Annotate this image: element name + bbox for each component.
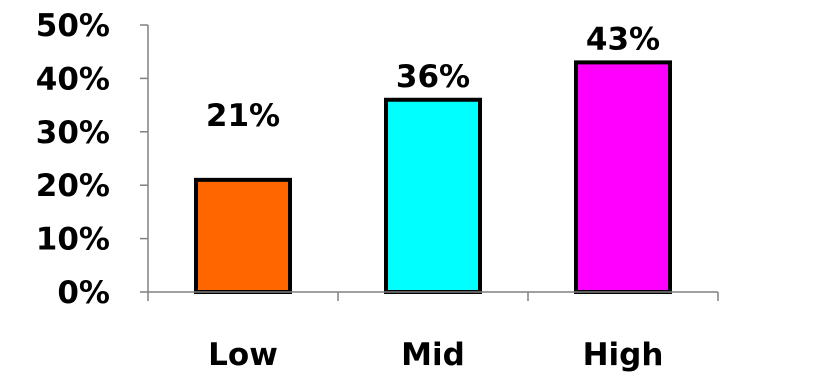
y-tick-label: 10%: [36, 222, 110, 258]
y-tick-label: 50%: [36, 8, 110, 44]
bar-series: [194, 60, 672, 295]
data-labels: 21% 36% 43%: [206, 21, 660, 133]
y-tick-labels: 0% 10% 20% 30% 40% 50%: [36, 8, 110, 311]
data-label-high: 43%: [586, 21, 660, 57]
x-tick-label-high: High: [583, 337, 664, 373]
bar-high: [574, 60, 672, 294]
data-label-mid: 36%: [396, 59, 470, 95]
x-axis: [147, 291, 719, 301]
x-tick-label-low: Low: [208, 337, 278, 373]
x-tick-label-mid: Mid: [401, 337, 465, 373]
bar-low: [194, 177, 292, 294]
y-tick-label: 40%: [36, 61, 110, 97]
y-tick-label: 30%: [36, 115, 110, 151]
x-tick-labels: Low Mid High: [208, 337, 663, 373]
y-tick-label: 20%: [36, 168, 110, 204]
y-axis: [140, 24, 149, 293]
data-label-low: 21%: [206, 98, 280, 134]
y-tick-label: 0%: [57, 275, 110, 311]
bar-mid: [384, 97, 482, 295]
